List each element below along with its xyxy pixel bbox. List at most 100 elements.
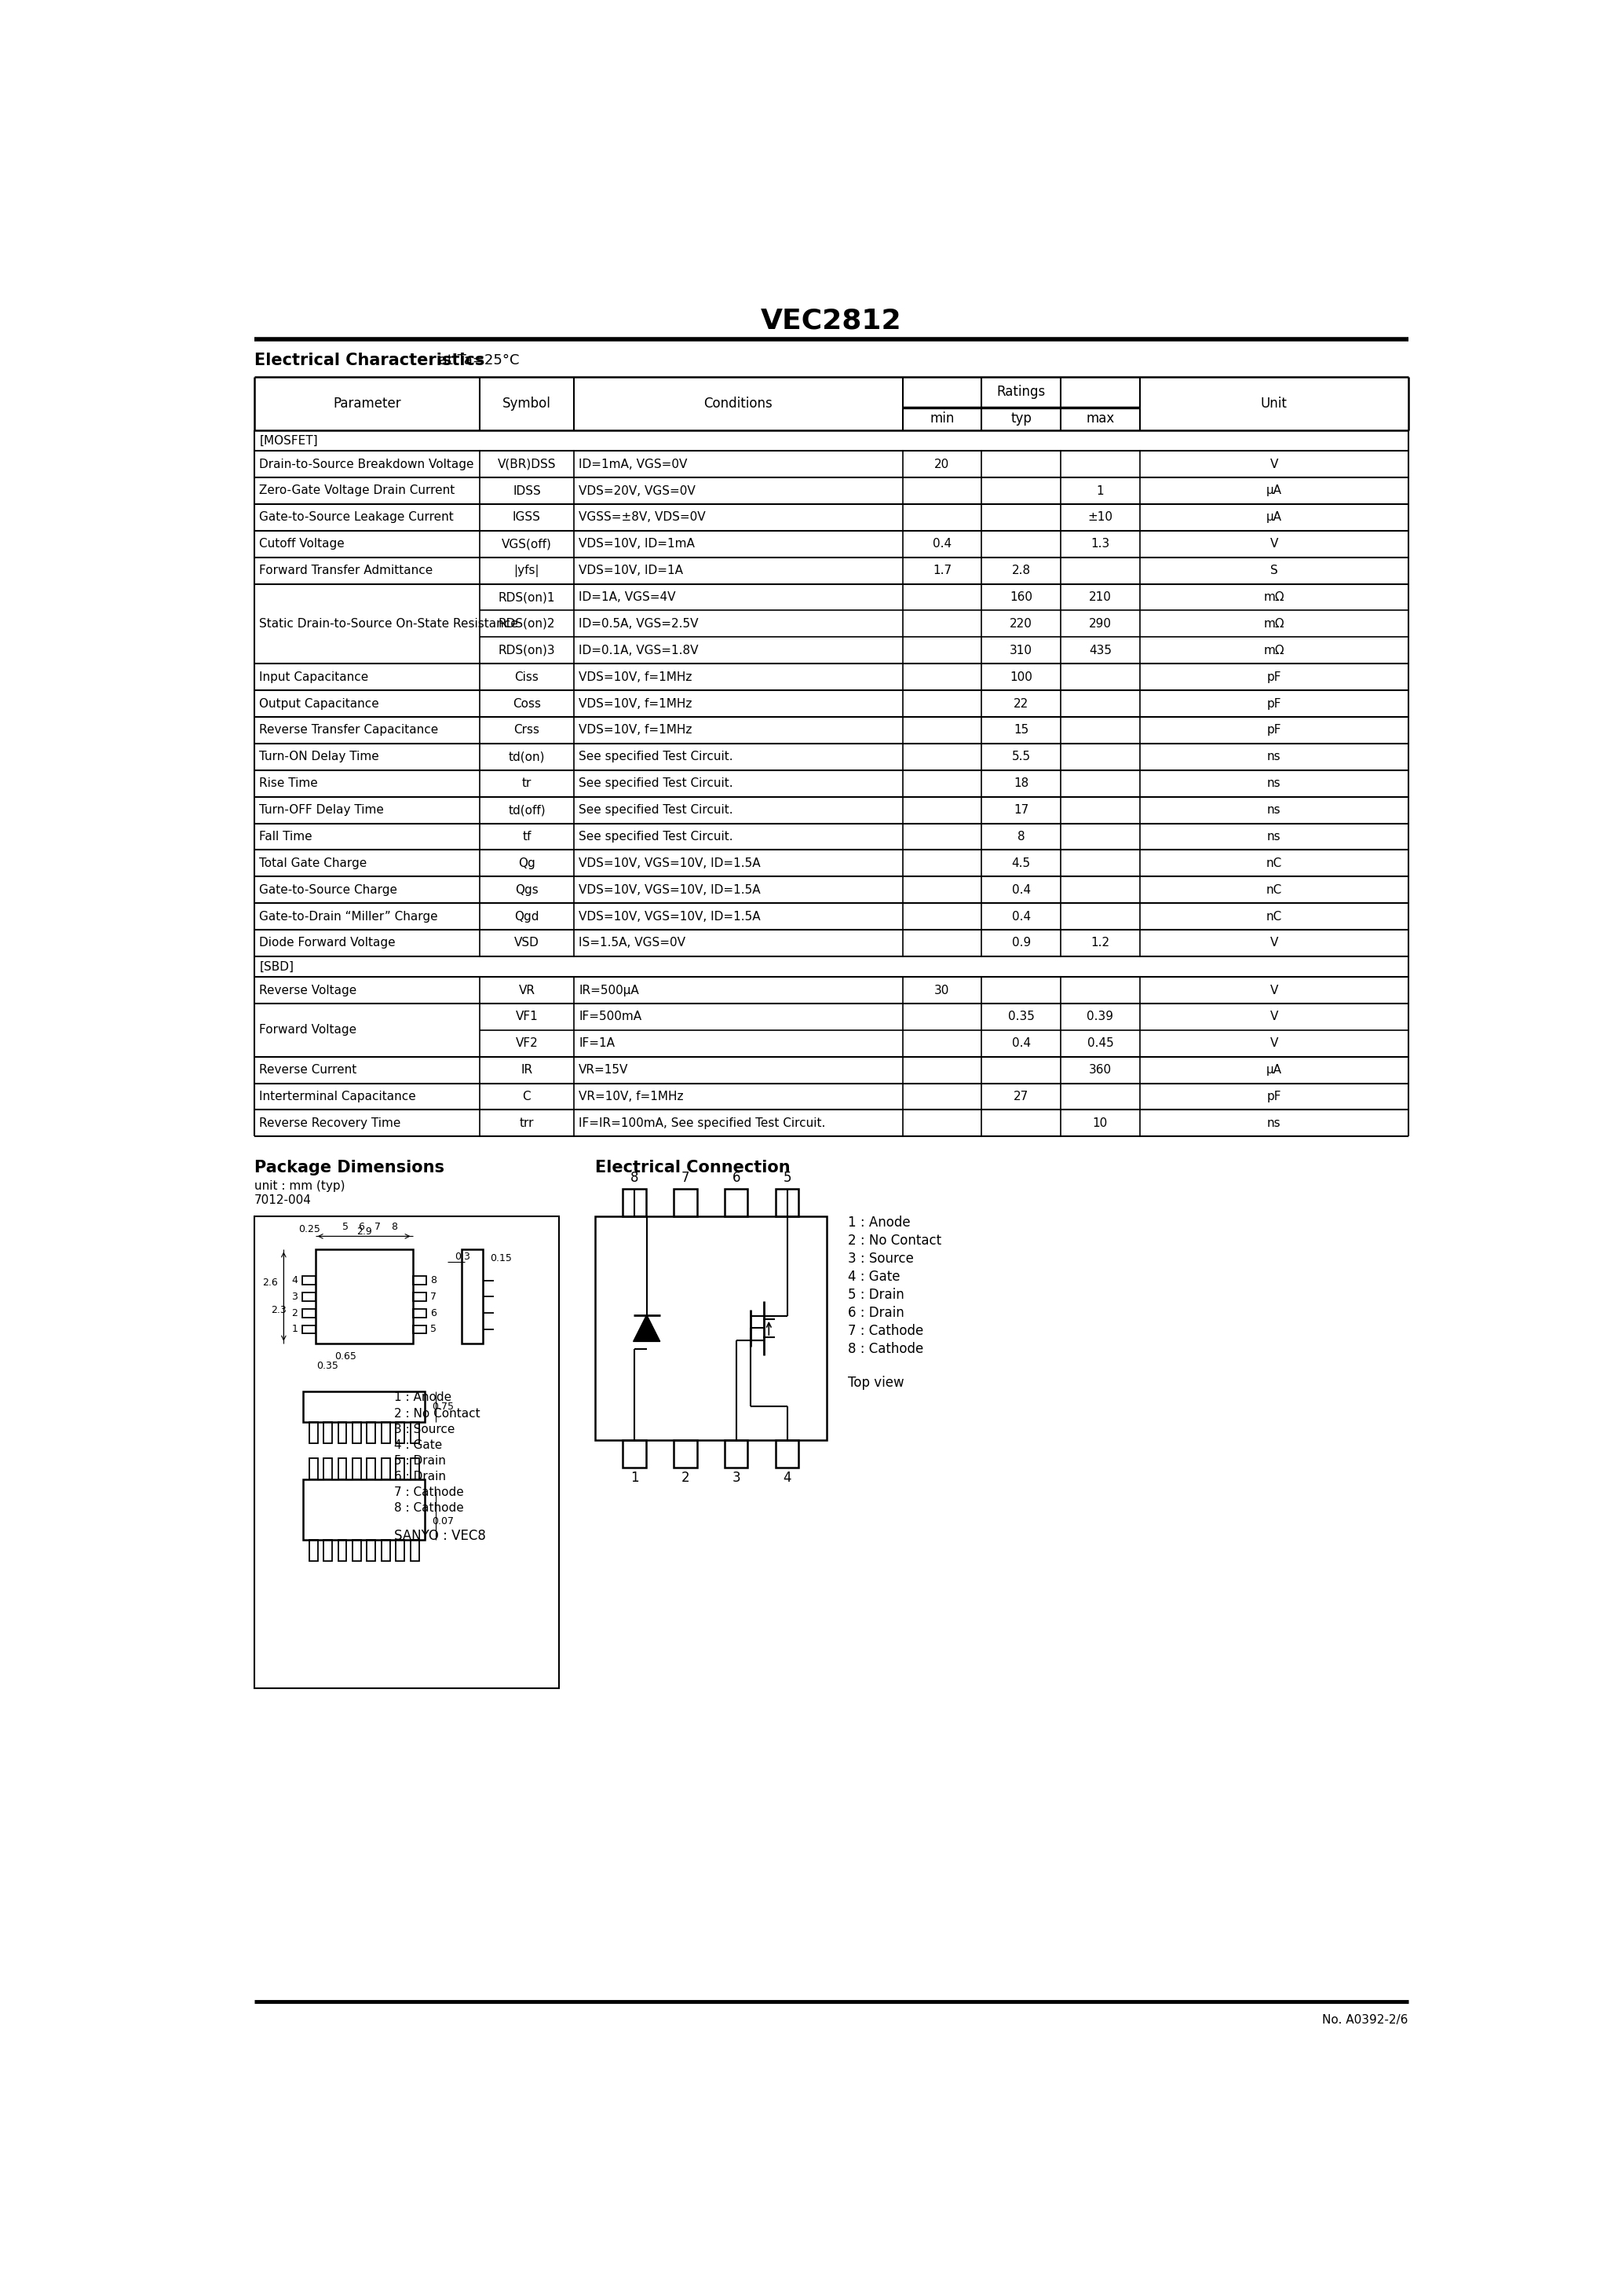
- Text: 6 : Drain: 6 : Drain: [394, 1469, 446, 1483]
- Text: Forward Voltage: Forward Voltage: [260, 1024, 357, 1035]
- Text: RDS(on)1: RDS(on)1: [498, 592, 555, 604]
- Text: 5 : Drain: 5 : Drain: [848, 1288, 903, 1302]
- Text: Gate-to-Source Charge: Gate-to-Source Charge: [260, 884, 397, 895]
- Text: 4 : Gate: 4 : Gate: [394, 1440, 443, 1451]
- Text: Qgd: Qgd: [514, 912, 539, 923]
- Text: 1: 1: [1096, 484, 1105, 496]
- Text: V(BR)DSS: V(BR)DSS: [498, 459, 556, 471]
- Text: VGSS=±8V, VDS=0V: VGSS=±8V, VDS=0V: [579, 512, 706, 523]
- Text: V: V: [1270, 985, 1278, 996]
- Bar: [310, 1421, 318, 1444]
- Text: VR=15V: VR=15V: [579, 1063, 629, 1077]
- Text: 4 : Gate: 4 : Gate: [848, 1270, 900, 1283]
- Bar: [381, 1458, 389, 1479]
- Bar: [303, 1479, 425, 1541]
- Text: 0.07: 0.07: [431, 1518, 454, 1527]
- Text: 10: 10: [1093, 1118, 1108, 1130]
- Text: VR=10V, f=1MHz: VR=10V, f=1MHz: [579, 1091, 683, 1102]
- Text: 2 : No Contact: 2 : No Contact: [848, 1233, 941, 1247]
- Text: pF: pF: [1267, 723, 1281, 737]
- Text: 27: 27: [1014, 1091, 1028, 1102]
- Text: 5: 5: [342, 1221, 349, 1231]
- Text: |yfs|: |yfs|: [514, 565, 540, 576]
- Text: ns: ns: [1267, 804, 1281, 815]
- Text: See specified Test Circuit.: See specified Test Circuit.: [579, 778, 733, 790]
- Bar: [623, 1440, 646, 1467]
- Bar: [302, 1309, 315, 1318]
- Text: 8 : Cathode: 8 : Cathode: [394, 1502, 464, 1513]
- Text: 6 : Drain: 6 : Drain: [848, 1306, 903, 1320]
- Text: IF=500mA: IF=500mA: [579, 1010, 642, 1022]
- Text: Ciss: Ciss: [514, 670, 539, 682]
- Text: 30: 30: [934, 985, 949, 996]
- Text: 0.4: 0.4: [933, 537, 952, 549]
- Text: Package Dimensions: Package Dimensions: [255, 1159, 444, 1176]
- Text: Parameter: Parameter: [333, 397, 401, 411]
- Text: 2.9: 2.9: [357, 1226, 371, 1238]
- Bar: [673, 1189, 697, 1217]
- Text: 100: 100: [1011, 670, 1033, 682]
- Text: VR: VR: [519, 985, 535, 996]
- Bar: [396, 1458, 404, 1479]
- Text: 1.3: 1.3: [1090, 537, 1109, 549]
- Text: max: max: [1087, 411, 1114, 425]
- Text: min: min: [929, 411, 954, 425]
- Text: VEC2812: VEC2812: [761, 308, 902, 335]
- Text: Electrical Characteristics: Electrical Characteristics: [255, 351, 485, 367]
- Text: 2.3: 2.3: [271, 1306, 287, 1316]
- Text: ID=1mA, VGS=0V: ID=1mA, VGS=0V: [579, 459, 688, 471]
- Bar: [302, 1277, 315, 1286]
- Text: 15: 15: [1014, 723, 1028, 737]
- Text: Turn-OFF Delay Time: Turn-OFF Delay Time: [260, 804, 384, 815]
- Text: ID=0.1A, VGS=1.8V: ID=0.1A, VGS=1.8V: [579, 645, 699, 657]
- Text: 7 : Cathode: 7 : Cathode: [394, 1486, 464, 1497]
- Text: 0.4: 0.4: [1012, 884, 1030, 895]
- Text: 0.9: 0.9: [1012, 937, 1030, 948]
- Text: 210: 210: [1088, 592, 1111, 604]
- Bar: [396, 1421, 404, 1444]
- Text: VDS=10V, ID=1mA: VDS=10V, ID=1mA: [579, 537, 694, 549]
- Text: 360: 360: [1088, 1063, 1111, 1077]
- Text: 1.7: 1.7: [933, 565, 952, 576]
- Text: 1: 1: [631, 1472, 639, 1486]
- Text: Qg: Qg: [517, 856, 535, 870]
- Text: Fall Time: Fall Time: [260, 831, 313, 843]
- Text: trr: trr: [519, 1118, 534, 1130]
- Text: 5 : Drain: 5 : Drain: [394, 1456, 446, 1467]
- Bar: [412, 1325, 427, 1334]
- Text: IS=1.5A, VGS=0V: IS=1.5A, VGS=0V: [579, 937, 686, 948]
- Text: 290: 290: [1088, 618, 1111, 629]
- Text: 0.35: 0.35: [316, 1362, 339, 1371]
- Text: VDS=10V, ID=1A: VDS=10V, ID=1A: [579, 565, 683, 576]
- Bar: [302, 1293, 315, 1302]
- Text: 2.6: 2.6: [263, 1277, 277, 1288]
- Text: VDS=10V, f=1MHz: VDS=10V, f=1MHz: [579, 670, 693, 682]
- Text: Reverse Current: Reverse Current: [260, 1063, 357, 1077]
- Text: 8: 8: [430, 1274, 436, 1286]
- Text: ns: ns: [1267, 778, 1281, 790]
- Bar: [410, 1458, 418, 1479]
- Bar: [310, 1458, 318, 1479]
- Text: ±10: ±10: [1088, 512, 1113, 523]
- Text: 8 : Cathode: 8 : Cathode: [848, 1343, 923, 1357]
- Text: 22: 22: [1014, 698, 1028, 709]
- Bar: [412, 1309, 427, 1318]
- Bar: [396, 1541, 404, 1561]
- Bar: [323, 1421, 333, 1444]
- Text: IF=IR=100mA, See specified Test Circuit.: IF=IR=100mA, See specified Test Circuit.: [579, 1118, 826, 1130]
- Text: 435: 435: [1088, 645, 1111, 657]
- Bar: [315, 1249, 412, 1343]
- Text: See specified Test Circuit.: See specified Test Circuit.: [579, 831, 733, 843]
- Text: [MOSFET]: [MOSFET]: [260, 434, 318, 445]
- Text: at Ta=25°C: at Ta=25°C: [435, 354, 519, 367]
- Text: mΩ: mΩ: [1264, 618, 1285, 629]
- Text: Cutoff Voltage: Cutoff Voltage: [260, 537, 345, 549]
- Text: C: C: [522, 1091, 530, 1102]
- Text: 0.25: 0.25: [298, 1224, 320, 1235]
- Bar: [323, 1541, 333, 1561]
- Text: 7: 7: [681, 1171, 689, 1185]
- Text: 2 : No Contact: 2 : No Contact: [394, 1407, 480, 1419]
- Text: VGS(off): VGS(off): [501, 537, 551, 549]
- Text: Drain-to-Source Breakdown Voltage: Drain-to-Source Breakdown Voltage: [260, 459, 474, 471]
- Bar: [673, 1440, 697, 1467]
